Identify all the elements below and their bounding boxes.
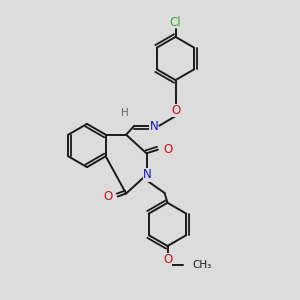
Text: O: O: [171, 104, 180, 117]
Text: CH₃: CH₃: [192, 260, 212, 270]
Text: N: N: [149, 120, 158, 133]
Text: O: O: [163, 143, 172, 156]
Text: O: O: [103, 190, 112, 203]
Text: Cl: Cl: [170, 16, 181, 28]
Text: H: H: [121, 108, 129, 118]
Text: O: O: [163, 253, 172, 266]
Text: N: N: [143, 168, 152, 182]
